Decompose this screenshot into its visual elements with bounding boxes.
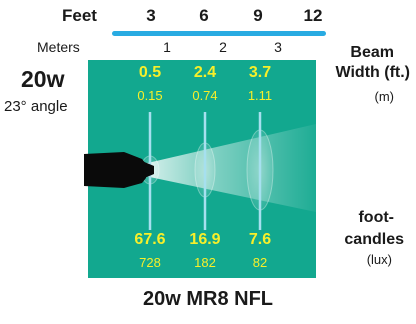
lamp-wattage: 20w <box>21 66 65 92</box>
meters-tick-3: 3 <box>274 39 282 55</box>
beam-width-m-3: 0.15 <box>137 88 163 103</box>
feet-tick-3: 3 <box>146 6 156 25</box>
beam-width-title: Beam Width (ft.) <box>318 43 410 83</box>
footcandles-3: 67.6 <box>134 231 166 248</box>
feet-tick-6: 6 <box>199 6 209 25</box>
feet-scale-label: Feet <box>62 6 97 25</box>
meters-scale-label: Meters <box>37 39 80 55</box>
beam-width-m-9: 1.11 <box>247 88 273 103</box>
beam-width-m-6: 0.74 <box>192 88 218 103</box>
lux-9: 82 <box>252 255 268 270</box>
lamp-body-icon <box>84 152 154 188</box>
footcandles-title: foot- candles <box>320 207 404 251</box>
meters-tick-2: 2 <box>219 39 227 55</box>
lux-6: 182 <box>194 255 216 270</box>
feet-tick-9: 9 <box>253 6 263 25</box>
footcandles-title-line1: foot- <box>358 209 394 226</box>
product-name: 20w MR8 NFL <box>142 288 274 310</box>
footcandles-title-line2: candles <box>344 231 404 248</box>
lux-3: 728 <box>139 255 161 270</box>
beam-width-title-line2: Width (ft.) <box>335 64 410 81</box>
beam-width-ft-9: 3.7 <box>248 64 272 81</box>
footcandles-9: 7.6 <box>248 231 272 248</box>
beam-width-title-line1: Beam <box>350 44 394 61</box>
lamp-beam-angle: 23° angle <box>4 98 68 115</box>
meters-tick-1: 1 <box>163 39 171 55</box>
footcandles-6: 16.9 <box>189 231 221 248</box>
beam-width-ft-6: 2.4 <box>193 64 217 81</box>
beam-width-unit: (m) <box>374 89 395 104</box>
feet-scale-bar <box>112 31 326 36</box>
beam-width-ft-3: 0.5 <box>138 64 162 81</box>
feet-tick-12: 12 <box>303 6 323 25</box>
footcandles-unit: (lux) <box>366 252 392 267</box>
